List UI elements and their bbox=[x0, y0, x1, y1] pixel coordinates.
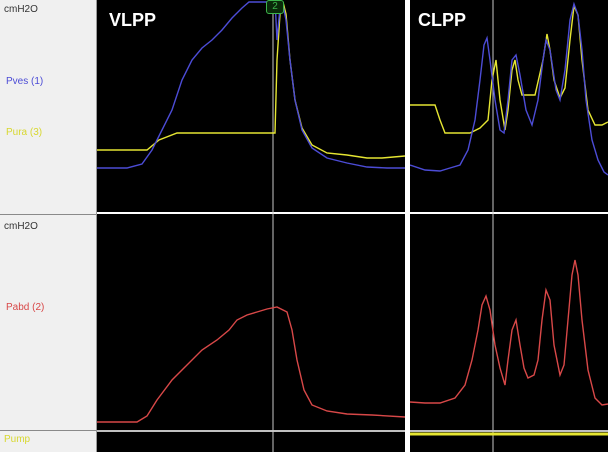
pves-channel-label[interactable]: Pves (1) bbox=[6, 76, 44, 87]
vlpp-title: VLPP bbox=[109, 10, 157, 30]
channel-label-column: cmH2O Pves (1) Pura (3) cmH2O Pabd (2) P… bbox=[0, 0, 97, 452]
pves-trace bbox=[410, 1, 608, 176]
event-marker[interactable]: 2 bbox=[266, 0, 284, 14]
panel-gap bbox=[405, 0, 410, 452]
bottom-strip bbox=[0, 452, 608, 459]
mid-unit-label: cmH2O bbox=[4, 221, 38, 232]
event-marker-label: 2 bbox=[272, 1, 278, 12]
clpp-trace-panel[interactable]: CLPP bbox=[410, 0, 608, 452]
vlpp-trace-panel[interactable]: VLPP 2 bbox=[97, 0, 405, 452]
channel-divider bbox=[0, 214, 96, 215]
pura-channel-label[interactable]: Pura (3) bbox=[6, 127, 43, 138]
top-unit-label: cmH2O bbox=[4, 4, 38, 15]
vlpp-trace-canvas bbox=[97, 0, 405, 452]
pump-channel-label[interactable]: Pump bbox=[4, 434, 31, 445]
pabd-trace bbox=[410, 259, 608, 406]
clpp-title: CLPP bbox=[418, 10, 467, 30]
pura-trace bbox=[97, 1, 405, 159]
pabd-channel-label[interactable]: Pabd (2) bbox=[6, 302, 45, 313]
pabd-trace bbox=[97, 306, 405, 423]
channel-divider bbox=[0, 430, 96, 431]
clpp-trace-canvas bbox=[410, 0, 608, 452]
